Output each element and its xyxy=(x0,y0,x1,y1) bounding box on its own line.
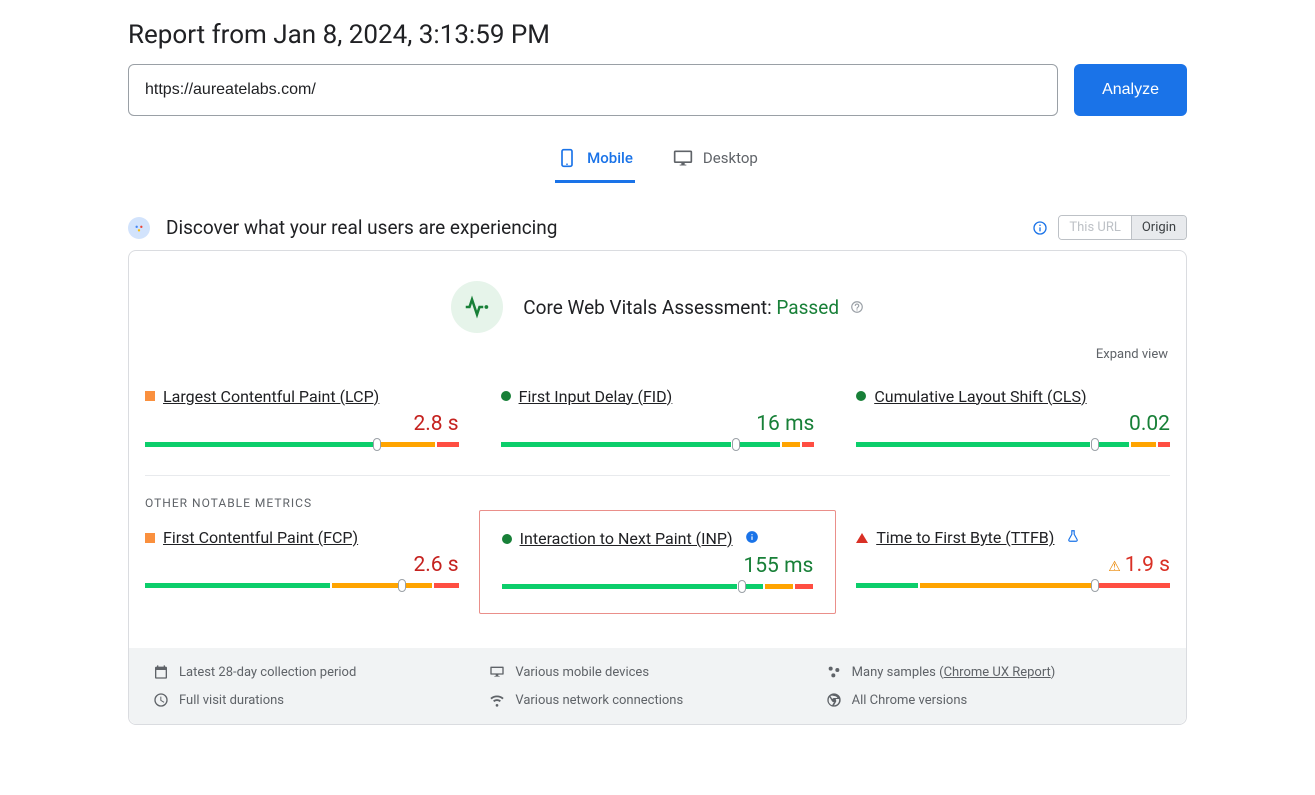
expand-view-link[interactable]: Expand view xyxy=(145,341,1170,384)
distribution-bar xyxy=(856,583,1170,588)
footer-info: Latest 28-day collection period Various … xyxy=(129,648,1186,724)
warning-icon: ⚠ xyxy=(1108,559,1121,575)
distribution-bar xyxy=(145,583,459,588)
tab-mobile-label: Mobile xyxy=(587,149,633,167)
bar-marker xyxy=(1091,438,1099,451)
assessment-text: Core Web Vitals Assessment: Passed xyxy=(523,296,864,319)
footer-durations: Full visit durations xyxy=(179,693,284,708)
bar-marker xyxy=(738,580,746,593)
tab-mobile[interactable]: Mobile xyxy=(555,142,635,183)
samples-icon xyxy=(826,664,842,680)
bar-marker xyxy=(732,438,740,451)
bar-marker xyxy=(398,579,406,592)
distribution-bar xyxy=(856,442,1170,447)
metric-name-link[interactable]: First Input Delay (FID) xyxy=(501,387,673,406)
footer-versions: All Chrome versions xyxy=(852,693,968,708)
pulse-icon xyxy=(451,281,503,333)
toggle-origin[interactable]: Origin xyxy=(1131,216,1186,239)
tab-desktop[interactable]: Desktop xyxy=(671,142,760,183)
footer-period: Latest 28-day collection period xyxy=(179,665,356,680)
info-icon[interactable] xyxy=(1032,220,1048,236)
analyze-button[interactable]: Analyze xyxy=(1074,64,1187,116)
flask-icon xyxy=(1066,529,1080,547)
metric-value: 2.6 s xyxy=(145,553,459,577)
metric-value: ⚠1.9 s xyxy=(856,553,1170,577)
distribution-bar xyxy=(502,584,814,589)
tab-desktop-label: Desktop xyxy=(703,149,758,167)
footer-samples: Many samples (Chrome UX Report) xyxy=(852,665,1056,680)
status-indicator xyxy=(145,391,155,401)
devices-icon xyxy=(489,664,505,680)
metric-name-link[interactable]: Cumulative Layout Shift (CLS) xyxy=(856,387,1086,406)
assessment-status: Passed xyxy=(776,296,839,319)
metric-bottom-0: First Contentful Paint (FCP) 2.6 s xyxy=(145,526,459,617)
footer-devices: Various mobile devices xyxy=(515,665,649,680)
other-metrics-label: OTHER NOTABLE METRICS xyxy=(145,496,1170,510)
distribution-bar xyxy=(501,442,815,447)
divider xyxy=(145,475,1170,476)
bar-marker xyxy=(373,438,381,451)
metric-value: 16 ms xyxy=(501,412,815,436)
discover-heading: Discover what your real users are experi… xyxy=(166,216,557,239)
metric-name-link[interactable]: Interaction to Next Paint (INP) xyxy=(502,529,759,548)
metric-bottom-2: Time to First Byte (TTFB) ⚠1.9 s xyxy=(856,526,1170,617)
status-indicator xyxy=(145,533,155,543)
desktop-icon xyxy=(673,148,693,168)
calendar-icon xyxy=(153,664,169,680)
toggle-this-url[interactable]: This URL xyxy=(1059,216,1130,239)
metric-value: 2.8 s xyxy=(145,412,459,436)
chrome-ux-link[interactable]: Chrome UX Report xyxy=(944,665,1051,680)
url-input[interactable] xyxy=(128,64,1058,116)
metric-top-1: First Input Delay (FID) 16 ms xyxy=(501,384,815,475)
metric-top-0: Largest Contentful Paint (LCP) 2.8 s xyxy=(145,384,459,475)
metric-name-link[interactable]: Largest Contentful Paint (LCP) xyxy=(145,387,379,406)
wifi-icon xyxy=(489,692,505,708)
status-indicator xyxy=(502,534,512,544)
info-icon xyxy=(745,530,759,548)
users-icon xyxy=(128,217,150,239)
status-indicator xyxy=(501,391,511,401)
metric-name-link[interactable]: First Contentful Paint (FCP) xyxy=(145,528,358,547)
status-indicator xyxy=(856,533,868,543)
metric-value: 155 ms xyxy=(502,554,814,578)
help-icon[interactable] xyxy=(850,300,864,314)
bar-marker xyxy=(1091,579,1099,592)
distribution-bar xyxy=(145,442,459,447)
metric-bottom-1: Interaction to Next Paint (INP) 155 ms xyxy=(501,526,815,643)
metric-name-link[interactable]: Time to First Byte (TTFB) xyxy=(856,528,1080,547)
status-indicator xyxy=(856,391,866,401)
chrome-icon xyxy=(826,692,842,708)
vitals-card: Core Web Vitals Assessment: Passed Expan… xyxy=(128,250,1187,725)
page-title: Report from Jan 8, 2024, 3:13:59 PM xyxy=(128,20,1187,50)
clock-icon xyxy=(153,692,169,708)
metric-top-2: Cumulative Layout Shift (CLS) 0.02 xyxy=(856,384,1170,475)
mobile-icon xyxy=(557,148,577,168)
footer-network: Various network connections xyxy=(515,693,683,708)
scope-toggle[interactable]: This URL Origin xyxy=(1058,215,1187,240)
metric-value: 0.02 xyxy=(856,412,1170,436)
